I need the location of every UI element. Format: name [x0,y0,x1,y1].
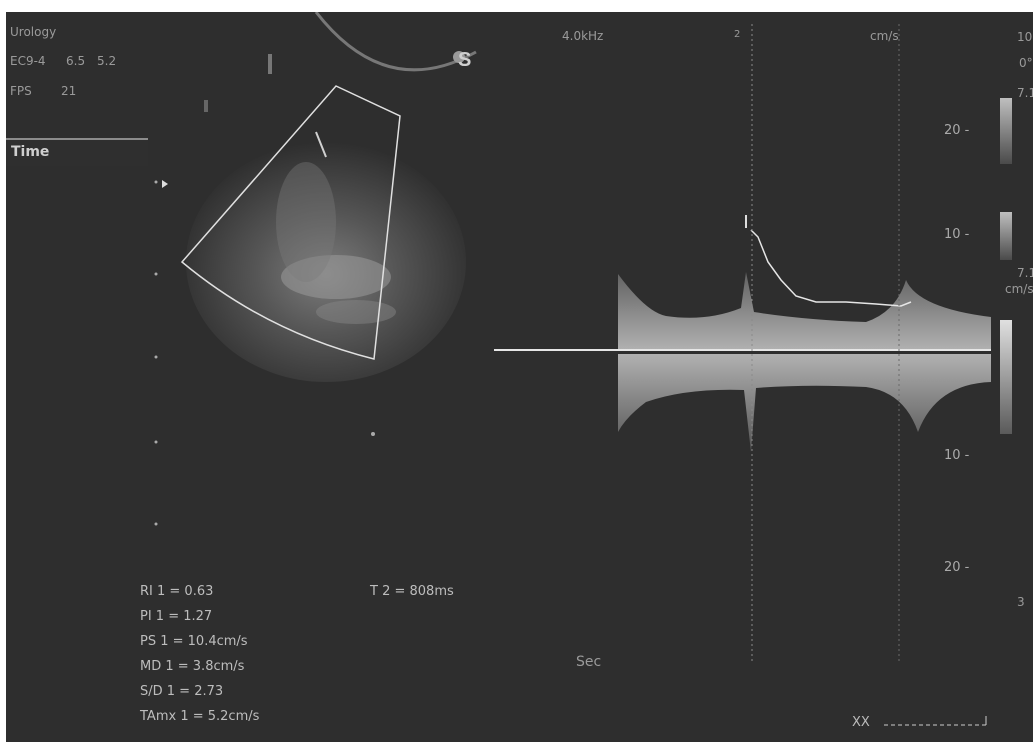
time-axis-unit: Sec [576,654,602,670]
ps-measurement: PS 1 = 10.4cm/s [140,634,248,649]
cursor-marker-2: 2 [734,29,741,40]
scale-label-10-top: 10 - [944,227,970,242]
fps-label: FPS [10,84,32,98]
ultrasound-graphics: S [154,12,991,726]
right-scale-top: 10 [1017,30,1033,44]
tab-time[interactable]: Time [6,138,148,166]
spectral-doppler [494,24,991,662]
probe-value-1: 6.5 [66,54,86,68]
sample-gate [315,131,327,158]
depth-pointer-icon [162,180,168,188]
scale-label-10-bottom: 10 - [944,448,970,463]
tamx-measurement: TAmx 1 = 5.2cm/s [140,709,260,724]
b-mode-image: S [186,12,477,382]
right-scale-bottom: 3 [1017,595,1025,609]
envelope-trace [750,229,912,307]
velocity-units: cm/s [870,29,899,43]
right-value-7-1-b: 7.1 [1017,266,1033,280]
fps-value: 21 [61,84,77,98]
right-units: cm/s [1005,282,1033,296]
right-value-7-1-a: 7.1 [1017,86,1033,100]
probe-orientation-marker: S [458,49,471,71]
tab-time-label: Time [11,144,50,160]
footer-xx-label: XX [852,715,870,730]
scale-label-20-bottom: 20 - [944,560,970,575]
pi-measurement: PI 1 = 1.27 [140,609,213,624]
scale-label-20-top: 20 - [944,123,970,138]
t2-measurement: T 2 = 808ms [370,584,454,599]
exam-preset: Urology [10,25,57,39]
probe-value-2: 5.2 [97,54,117,68]
depth-markers [154,180,375,526]
probe-name: EC9-4 [10,54,46,68]
ultrasound-screen: Urology EC9-4 6.5 5.2 FPS 21 4.0kHz 2 cm… [6,12,1033,742]
doppler-frequency: 4.0kHz [562,29,604,43]
grayscale-bar-doppler [1000,320,1012,434]
probe-orientation-dot [453,51,465,63]
sd-measurement: S/D 1 = 2.73 [140,684,224,699]
ri-measurement: RI 1 = 0.63 [140,584,214,599]
grayscale-bar-mid [1000,212,1012,260]
doppler-sector-outline [180,85,401,360]
md-measurement: MD 1 = 3.8cm/s [140,659,245,674]
grayscale-bar-top [1000,98,1012,164]
right-angle: 0° [1019,56,1033,70]
